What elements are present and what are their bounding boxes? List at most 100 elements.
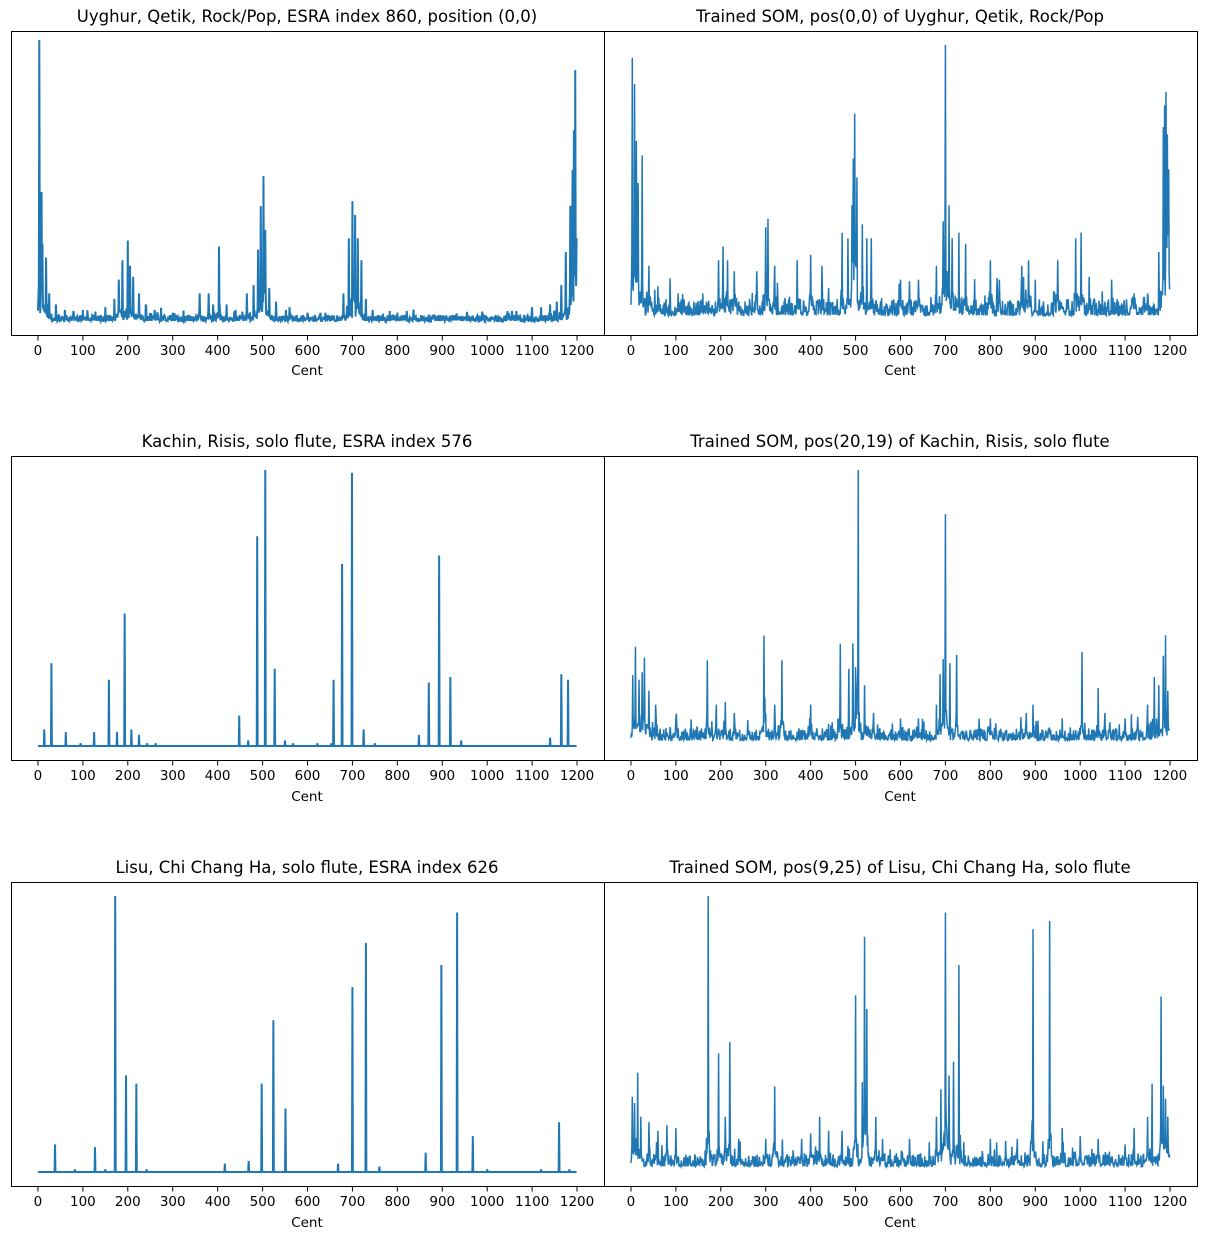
x-tick-label: 300: [753, 768, 779, 784]
x-tick-label: 1000: [470, 343, 504, 359]
x-tick-label: 100: [70, 768, 96, 784]
x-tick-label: 900: [429, 768, 455, 784]
subplot-6-xlabel: Cent: [884, 1215, 916, 1231]
x-tick-label: 500: [843, 1194, 869, 1210]
x-tick-label: 200: [708, 343, 734, 359]
x-tick-label: 0: [627, 768, 636, 784]
x-tick-label: 200: [115, 1194, 141, 1210]
subplot-6-title: Trained SOM, pos(9,25) of Lisu, Chi Chan…: [668, 858, 1130, 877]
x-tick-label: 1000: [1063, 768, 1097, 784]
subplot-1-xlabel: Cent: [291, 363, 323, 379]
subplot-1-title: Uyghur, Qetik, Rock/Pop, ESRA index 860,…: [77, 7, 537, 26]
x-tick-label: 700: [933, 768, 959, 784]
x-tick-label: 1200: [1153, 343, 1187, 359]
subplot-1: Uyghur, Qetik, Rock/Pop, ESRA index 860,…: [11, 7, 605, 379]
x-tick-label: 900: [429, 1194, 455, 1210]
x-tick-label: 1100: [1108, 343, 1142, 359]
subplot-3-plot-area: 0 100 200 300 400 500 600 700 800 900 1000 1100 1200: [11, 456, 605, 784]
x-tick-label: 800: [977, 768, 1003, 784]
subplot-3-xlabel: Cent: [291, 789, 323, 805]
x-tick-label: 900: [1022, 343, 1048, 359]
x-tick-label: 1000: [1063, 1194, 1097, 1210]
x-tick-label: 700: [340, 768, 366, 784]
subplot-6-plot-area: 0 100 200 300 400 500 600 700 800 900 1000 1100 1200: [604, 882, 1198, 1210]
x-tick-label: 600: [888, 768, 914, 784]
x-tick-label: 200: [115, 768, 141, 784]
x-tick-label: 300: [160, 768, 186, 784]
x-tick-label: 100: [70, 1194, 96, 1210]
x-tick-label: 600: [295, 1194, 321, 1210]
x-tick-label: 400: [798, 1194, 824, 1210]
x-tick-label: 1100: [515, 768, 549, 784]
x-tick-label: 300: [160, 343, 186, 359]
subplot-5-plot-area: 0 100 200 300 400 500 600 700 800 900 1000 1100 1200: [11, 882, 605, 1210]
x-tick-label: 700: [340, 1194, 366, 1210]
x-tick-label: 1100: [515, 343, 549, 359]
x-tick-label: 600: [888, 343, 914, 359]
x-tick-label: 1000: [470, 768, 504, 784]
x-tick-label: 200: [708, 768, 734, 784]
x-tick-label: 400: [205, 343, 231, 359]
x-tick-label: 0: [34, 343, 43, 359]
x-tick-label: 1100: [1108, 768, 1142, 784]
x-tick-label: 300: [160, 1194, 186, 1210]
x-tick-label: 900: [429, 343, 455, 359]
x-tick-label: 100: [663, 1194, 689, 1210]
x-tick-label: 1200: [560, 343, 594, 359]
x-tick-label: 800: [384, 768, 410, 784]
x-tick-label: 200: [115, 343, 141, 359]
x-tick-label: 500: [843, 343, 869, 359]
x-tick-label: 400: [205, 768, 231, 784]
series-line: [630, 895, 1171, 1170]
subplot-3: Kachin, Risis, solo flute, ESRA index 57…: [11, 432, 605, 805]
series-line: [630, 44, 1171, 319]
subplot-1-plot-area: 0 100 200 300 400 500 600 700 800 900 1000 1100 1200: [11, 31, 605, 359]
subplot-2-xlabel: Cent: [884, 363, 916, 379]
x-tick-label: 500: [843, 768, 869, 784]
x-tick-label: 800: [384, 343, 410, 359]
x-tick-label: 1000: [1063, 343, 1097, 359]
subplot-5-title: Lisu, Chi Chang Ha, solo flute, ESRA ind…: [115, 858, 498, 877]
series-line: [36, 40, 578, 325]
subplot-4-title: Trained SOM, pos(20,19) of Kachin, Risis…: [689, 432, 1109, 451]
x-tick-label: 900: [1022, 768, 1048, 784]
x-tick-label: 600: [888, 1194, 914, 1210]
x-tick-label: 300: [753, 1194, 779, 1210]
x-tick-label: 1200: [560, 1194, 594, 1210]
series-line: [37, 469, 577, 747]
x-tick-label: 800: [977, 343, 1003, 359]
x-tick-label: 500: [250, 343, 276, 359]
x-tick-label: 700: [340, 343, 366, 359]
x-tick-label: 0: [34, 768, 43, 784]
x-tick-label: 600: [295, 343, 321, 359]
subplot-4: Trained SOM, pos(20,19) of Kachin, Risis…: [604, 432, 1198, 805]
x-tick-label: 600: [295, 768, 321, 784]
x-tick-label: 400: [205, 1194, 231, 1210]
series-line: [37, 895, 577, 1173]
x-tick-label: 1200: [1153, 1194, 1187, 1210]
x-tick-label: 500: [250, 768, 276, 784]
x-tick-label: 0: [627, 1194, 636, 1210]
x-tick-label: 0: [34, 1194, 43, 1210]
subplot-5-xlabel: Cent: [291, 1215, 323, 1231]
x-tick-label: 500: [250, 1194, 276, 1210]
subplot-3-title: Kachin, Risis, solo flute, ESRA index 57…: [142, 432, 473, 451]
series-line: [630, 469, 1171, 744]
x-tick-label: 100: [663, 768, 689, 784]
subplot-5: Lisu, Chi Chang Ha, solo flute, ESRA ind…: [11, 858, 605, 1231]
x-tick-label: 1100: [515, 1194, 549, 1210]
x-tick-label: 900: [1022, 1194, 1048, 1210]
x-tick-label: 400: [798, 768, 824, 784]
x-tick-label: 300: [753, 343, 779, 359]
subplot-4-xlabel: Cent: [884, 789, 916, 805]
x-tick-label: 100: [663, 343, 689, 359]
x-tick-label: 1000: [470, 1194, 504, 1210]
x-tick-label: 800: [977, 1194, 1003, 1210]
subplot-4-plot-area: 0 100 200 300 400 500 600 700 800 900 1000 1100 1200: [604, 456, 1198, 784]
subplot-2-title: Trained SOM, pos(0,0) of Uyghur, Qetik, …: [695, 7, 1104, 26]
x-tick-label: 1200: [1153, 768, 1187, 784]
x-tick-label: 0: [627, 343, 636, 359]
subplot-2-plot-area: 0 100 200 300 400 500 600 700 800 900 1000 1100 1200: [604, 31, 1198, 359]
